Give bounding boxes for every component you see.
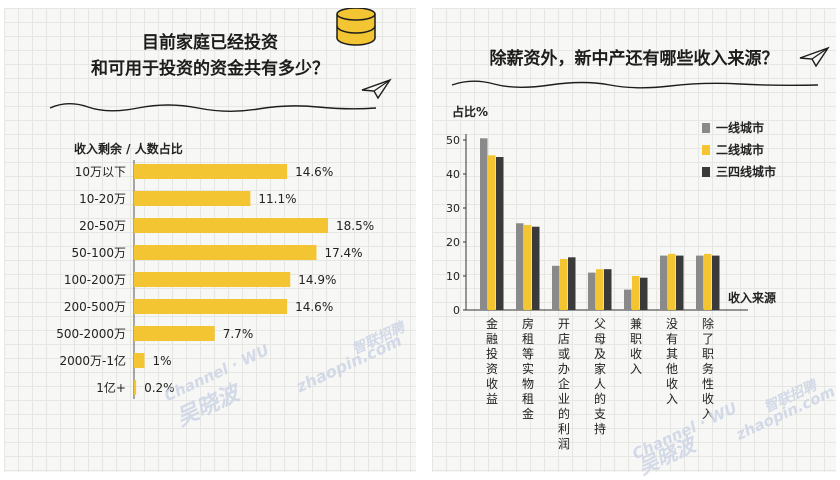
bar — [134, 353, 145, 368]
category-label: 10-20万 — [79, 192, 126, 206]
bar — [134, 380, 137, 395]
bar — [496, 157, 504, 310]
bar — [604, 269, 612, 310]
x-axis-title: 收入来源 — [728, 290, 776, 305]
bar — [596, 269, 604, 310]
bar — [516, 223, 524, 310]
value-label: 7.7% — [223, 327, 254, 341]
bar — [134, 272, 291, 287]
value-label: 14.6% — [295, 300, 333, 314]
category-label: 10万以下 — [75, 165, 126, 179]
horizontal-bar-chart: 10万以下 14.6% 10-20万 11.1% 20-50万 18.5% 50-100万 1… — [56, 160, 374, 399]
bar — [660, 255, 668, 310]
legend-swatch — [702, 145, 710, 155]
left-chart-title: 目前家庭已经投资 和可用于投资的资金共有多少？ — [4, 30, 416, 82]
value-label: 14.9% — [298, 273, 336, 287]
bar — [134, 164, 288, 179]
value-label: 18.5% — [336, 219, 374, 233]
paper-plane-icon — [361, 78, 392, 100]
legend-swatch — [702, 167, 710, 177]
bar — [588, 272, 596, 310]
bar — [640, 277, 648, 310]
bar — [560, 259, 568, 310]
decorative-wave-line — [49, 103, 377, 112]
right-panel: 除薪资外，新中产还有哪些收入来源？ 占比% 0 10 20 30 40 50 收入来源金融投资… — [432, 8, 838, 479]
category-label: 开店或办企业的利润 — [558, 317, 570, 451]
decorative-wave-line-right — [451, 80, 819, 89]
category-label: 200-500万 — [64, 300, 126, 314]
category-label: 2000万-1亿 — [59, 353, 126, 368]
category-label: 没有其他收入 — [666, 316, 678, 406]
category-label: 金融投资收益 — [486, 316, 498, 406]
bar — [712, 255, 720, 310]
category-label: 父母及家人的支持 — [594, 317, 606, 436]
bar — [676, 255, 684, 310]
value-label: 1% — [152, 354, 171, 368]
bar — [134, 326, 215, 341]
value-label: 11.1% — [258, 192, 296, 206]
paper-plane-icon-right — [799, 46, 830, 68]
legend-label: 三四线城市 — [716, 164, 776, 179]
category-label: 除了职务性收入 — [702, 316, 714, 421]
coin-stack-icon — [336, 8, 376, 46]
bar — [632, 276, 640, 310]
y-axis-title: 占比% — [452, 104, 488, 119]
y-tick-label: 0 — [453, 304, 460, 317]
legend-label: 一线城市 — [716, 120, 764, 135]
bar — [624, 289, 632, 310]
right-chart-title: 除薪资外，新中产还有哪些收入来源？ — [489, 49, 779, 69]
bar — [134, 218, 328, 233]
category-label: 房租等实物租金 — [522, 316, 534, 421]
y-tick-label: 40 — [446, 168, 460, 181]
left-title-line-2: 和可用于投资的资金共有多少？ — [91, 59, 329, 79]
y-tick-label: 30 — [446, 202, 460, 215]
bar — [134, 191, 251, 206]
bar — [552, 265, 560, 310]
bar — [668, 253, 676, 310]
y-tick-label: 10 — [446, 270, 460, 283]
left-title-line-1: 目前家庭已经投资 — [142, 33, 278, 53]
y-tick-label: 20 — [446, 236, 460, 249]
category-label: 50-100万 — [71, 246, 126, 260]
value-label: 0.2% — [144, 381, 175, 395]
legend-swatch — [702, 123, 710, 133]
value-label: 14.6% — [295, 165, 333, 179]
bar — [704, 253, 712, 310]
legend-label: 二线城市 — [716, 142, 764, 157]
bar — [134, 245, 317, 260]
value-label: 17.4% — [324, 246, 362, 260]
category-label: 500-2000万 — [56, 327, 126, 341]
category-label: 20-50万 — [79, 219, 126, 233]
bar — [524, 225, 532, 310]
bar — [134, 299, 288, 314]
category-label: 兼职收入 — [630, 317, 642, 376]
bar — [568, 257, 576, 310]
bar — [532, 226, 540, 310]
category-label: 1亿+ — [96, 380, 126, 395]
bar — [480, 138, 488, 310]
category-label: 100-200万 — [64, 273, 126, 287]
left-panel: 目前家庭已经投资 和可用于投资的资金共有多少？ 收入剩余 / 人数占比 10万以… — [4, 8, 416, 472]
y-tick-label: 50 — [446, 134, 460, 147]
bar — [696, 255, 704, 310]
bar — [488, 155, 496, 310]
left-chart-header: 收入剩余 / 人数占比 — [74, 142, 183, 156]
